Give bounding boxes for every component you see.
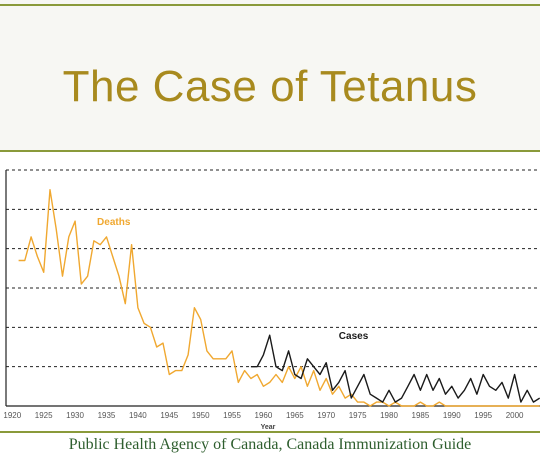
- x-tick-1925: 1925: [35, 411, 53, 420]
- series-cases-line: [250, 334, 540, 403]
- x-tick-1930: 1930: [66, 411, 84, 420]
- x-tick-1975: 1975: [349, 411, 367, 420]
- top-rule: [0, 4, 540, 6]
- chart-gridlines: [6, 169, 540, 368]
- x-tick-1995: 1995: [474, 411, 492, 420]
- chart-annotations: Deaths Cases: [97, 217, 369, 342]
- x-tick-1920: 1920: [3, 411, 21, 420]
- x-tick-1935: 1935: [98, 411, 116, 420]
- series-deaths-line: [18, 188, 540, 407]
- x-tick-1955: 1955: [223, 411, 241, 420]
- x-tick-1980: 1980: [380, 411, 398, 420]
- x-axis-label: Year: [261, 424, 276, 431]
- x-tick-1985: 1985: [412, 411, 430, 420]
- x-tick-1970: 1970: [317, 411, 335, 420]
- annotation-deaths: Deaths: [97, 217, 131, 228]
- x-tick-labels: 1920 1925 1930 1935 1940 1945 1950 1955 1960 1965…: [3, 411, 524, 420]
- x-tick-1945: 1945: [160, 411, 178, 420]
- header-rule: [0, 150, 540, 152]
- annotation-cases: Cases: [339, 331, 369, 342]
- slide-title: The Case of Tetanus: [62, 62, 478, 111]
- slide-header: [0, 0, 540, 150]
- chart-series: [18, 188, 540, 407]
- footer-rule: [0, 431, 540, 433]
- x-tick-1940: 1940: [129, 411, 147, 420]
- source-footer: Public Health Agency of Canada, Canada I…: [68, 436, 472, 453]
- x-tick-1950: 1950: [192, 411, 210, 420]
- x-tick-1990: 1990: [443, 411, 461, 420]
- x-tick-2000: 2000: [506, 411, 524, 420]
- x-tick-1965: 1965: [286, 411, 304, 420]
- x-tick-1960: 1960: [255, 411, 273, 420]
